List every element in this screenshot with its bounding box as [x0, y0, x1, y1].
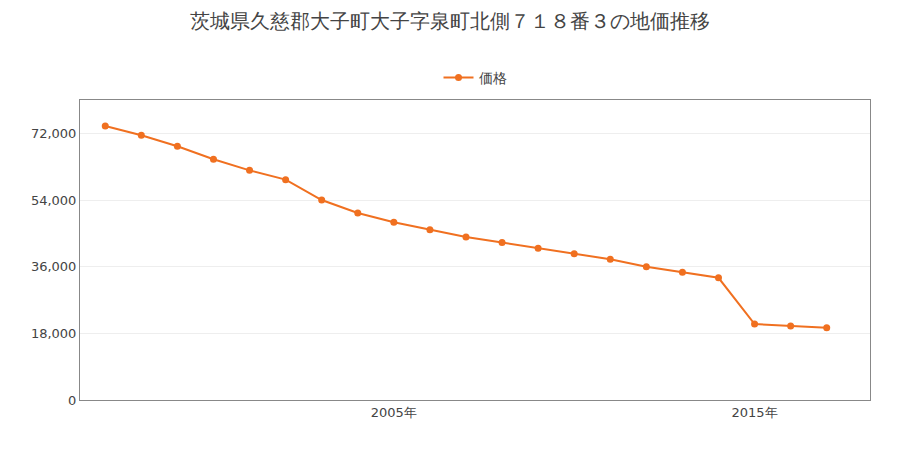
svg-text:2005年: 2005年 — [371, 405, 417, 420]
svg-text:茨城県久慈郡大子町大子字泉町北側７１８番３の地価推移: 茨城県久慈郡大子町大子字泉町北側７１８番３の地価推移 — [190, 9, 710, 33]
svg-text:72,000: 72,000 — [31, 126, 77, 141]
svg-text:2015年: 2015年 — [732, 405, 778, 420]
svg-text:18,000: 18,000 — [31, 326, 77, 341]
svg-text:54,000: 54,000 — [31, 193, 77, 208]
svg-text:価格: 価格 — [479, 70, 507, 86]
svg-text:0: 0 — [68, 393, 76, 408]
svg-text:36,000: 36,000 — [31, 259, 77, 274]
